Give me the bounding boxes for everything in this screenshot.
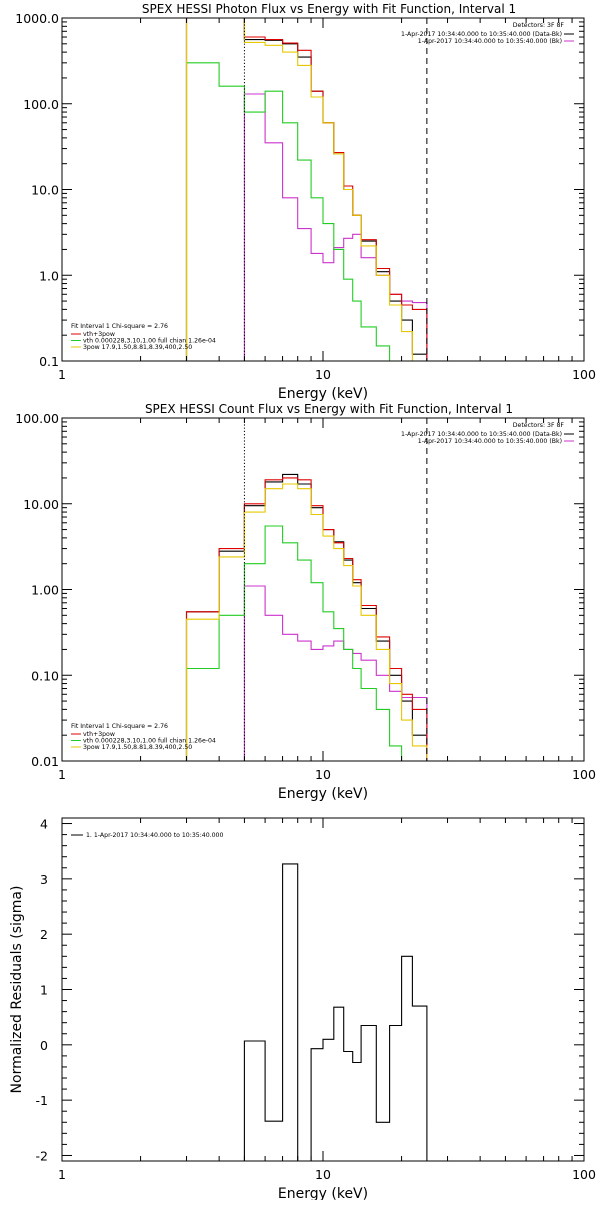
legend-entry-label: 1-Apr-2017 10:34:40.000 to 10:35:40.000 … — [401, 431, 562, 438]
y-tick-label: 1 — [40, 983, 48, 998]
x-tick-label: 10 — [315, 767, 331, 782]
y-tick-label: 1.0 — [39, 268, 59, 283]
x-axis-label: Energy (keV) — [278, 1186, 368, 1200]
y-tick-label: 0 — [40, 1038, 48, 1053]
x-ticks — [61, 818, 573, 1161]
series-1-line — [243, 863, 428, 1161]
series-1-line — [185, 473, 428, 761]
legend-header: Fit Interval 1 Chi-square = 2.76 — [71, 323, 168, 330]
x-tick-label: 1 — [58, 367, 66, 382]
series-1-line — [185, 18, 428, 361]
plot-frame — [61, 17, 585, 362]
y-tick-label: 0.01 — [31, 754, 59, 769]
legend-entry-label: 3pow 17.9,1.50,8.81,8.39,400,2.50 — [83, 344, 192, 351]
y-tick-label: 100.00 — [15, 411, 59, 426]
x-tick-label: 100 — [572, 767, 596, 782]
y-tick-label: 0.1 — [39, 354, 59, 369]
y-tick-label: 4 — [40, 817, 48, 832]
y-tick-label: 10.0 — [31, 183, 59, 198]
plot-frame — [61, 817, 585, 1162]
series-group — [185, 473, 428, 761]
legend-header: Detectors: 3F 8F — [513, 22, 565, 29]
chart-title: SPEX HESSI Photon Flux vs Energy with Fi… — [142, 2, 516, 16]
legend-entry-label: 1-Apr-2017 10:34:40.000 to 10:35:40.000 … — [418, 438, 562, 445]
y-ticks — [62, 823, 584, 1156]
chart-panel-2: 1 10 100 100.00 10.00 1.00 0.10 0.01 SPEX HESSI … — [15, 402, 596, 802]
y-tick-label: 0.10 — [31, 668, 59, 683]
legend-header: Fit Interval 1 Chi-square = 2.76 — [71, 723, 168, 730]
x-ticks — [61, 418, 573, 761]
series-3-line — [185, 18, 428, 361]
y-tick-label: 1.00 — [31, 583, 59, 598]
y-tick-label: 1000.0 — [15, 11, 59, 26]
chart-panel-1: 1 10 100 1000.0 100.0 10.0 1.0 0.1 SPEX HESSI Ph… — [15, 2, 596, 402]
y-tick-label: -2 — [36, 1148, 48, 1163]
chart-title: SPEX HESSI Count Flux vs Energy with Fit… — [145, 402, 513, 416]
series-2-line — [243, 585, 428, 761]
x-tick-label: 1 — [58, 767, 66, 782]
series-2-line — [243, 93, 428, 361]
legend-entry-label: vth+3pow — [83, 331, 115, 338]
legend-entry-label: vth+3pow — [83, 731, 115, 738]
x-tick-label: 10 — [315, 367, 331, 382]
legend-header: Detectors: 3F 8F — [513, 422, 565, 429]
y-axis-label: Normalized Residuals (sigma) — [9, 886, 25, 1094]
series-group — [243, 863, 428, 1161]
y-ticks — [62, 417, 584, 762]
x-tick-label: 100 — [572, 1167, 596, 1182]
series-4-line — [185, 62, 391, 361]
legend-entry-label: 3pow 17.9,1.50,8.81,8.39,400,2.50 — [83, 744, 192, 751]
y-tick-label: 3 — [40, 872, 48, 887]
x-tick-label: 10 — [315, 1167, 331, 1182]
series-5-line — [185, 483, 428, 761]
legend-entry-label: 1-Apr-2017 10:34:40.000 to 10:35:40.000 … — [401, 31, 562, 38]
legend-entry-label: vth 0.000228,3.10,1.00 full chian 1.26e-… — [83, 738, 216, 745]
x-ticks — [61, 18, 573, 361]
y-tick-label: 2 — [40, 927, 48, 942]
series-5-line — [185, 18, 427, 361]
legend-entry-label: vth 0.000228,3.10,1.00 full chian 1.26e-… — [83, 338, 216, 345]
x-axis-label: Energy (keV) — [278, 386, 368, 402]
series-group — [185, 18, 428, 361]
legend-entry-label: 1. 1-Apr-2017 10:34:40.000 to 10:35:40.0… — [86, 832, 223, 839]
y-tick-label: -1 — [36, 1093, 48, 1108]
y-tick-label: 100.0 — [23, 97, 59, 112]
series-3-line — [185, 477, 428, 761]
x-tick-label: 100 — [572, 367, 596, 382]
legend-entry-label: 1-Apr-2017 10:34:40.000 to 10:35:40.000 … — [418, 38, 562, 45]
y-ticks — [62, 17, 584, 362]
x-axis-label: Energy (keV) — [278, 786, 368, 802]
x-tick-label: 1 — [58, 1167, 66, 1182]
y-tick-label: 10.00 — [23, 497, 59, 512]
